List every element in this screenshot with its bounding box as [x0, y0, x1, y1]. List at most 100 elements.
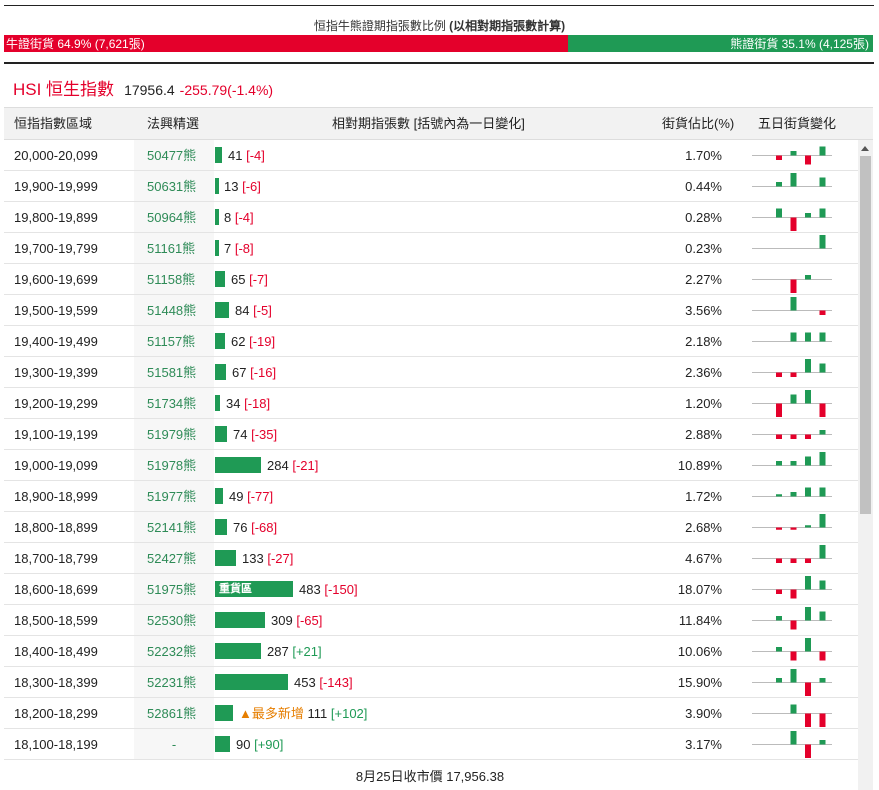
pick-link: - [171, 737, 177, 752]
table-row: 19,200-19,299 51734熊 34 [-18] 1.20% [4, 388, 858, 419]
five-day-change-chart [752, 359, 832, 377]
table-row: 18,100-18,199 - 90 [+90] 3.17% [4, 729, 858, 760]
contracts-count: 7 [224, 241, 232, 256]
bear-segment: 熊證街貨 35.1% (4,125張) [567, 35, 873, 52]
table-row: 18,500-18,599 52530熊 309 [-65] 11.84% [4, 605, 858, 636]
pick-cell: 51158熊 [134, 264, 214, 294]
pick-link[interactable]: 51581熊 [147, 365, 197, 380]
scrollbar-thumb[interactable] [860, 156, 871, 514]
sparkline-bar [790, 589, 797, 599]
contracts-cell: 74 [-35] [215, 419, 655, 449]
sparkline-bar [819, 545, 826, 559]
contracts-change: [-68] [251, 520, 278, 535]
contracts-change: [-21] [292, 458, 319, 473]
table-header: 恒指指數區域 法興精選 相對期指張數 [括號內為一日變化] 街貨佔比(%) 五日… [4, 107, 873, 140]
contracts-bar [215, 519, 227, 535]
sparkline-bar [790, 558, 797, 563]
contracts-change: [-19] [249, 334, 276, 349]
sparkline-bar [819, 651, 826, 661]
closing-price: 8月25日收市價 17,956.38 [355, 769, 505, 784]
pick-link[interactable]: 51979熊 [147, 427, 197, 442]
pick-cell: 51979熊 [134, 419, 214, 449]
pick-link[interactable]: 52530熊 [147, 613, 197, 628]
sparkline-bar [776, 616, 782, 621]
index-quote: HSI 恒生指數 17956.4 -255.79(-1.4%) [13, 75, 273, 100]
pick-link[interactable]: 50477熊 [147, 148, 197, 163]
sparkline-bar [805, 275, 811, 280]
range-cell: 18,300-18,399 [14, 675, 98, 690]
range-cell: 18,200-18,299 [14, 706, 98, 721]
pick-link[interactable]: 51977熊 [147, 489, 197, 504]
pick-link[interactable]: 52427熊 [147, 551, 197, 566]
contracts-cell: 34 [-18] [215, 388, 655, 418]
sparkline-bar [790, 527, 797, 530]
sparkline-bar [819, 430, 826, 435]
share-pct-cell: 4.67% [685, 551, 722, 566]
contracts-bar [215, 488, 223, 504]
share-pct-cell: 3.90% [685, 706, 722, 721]
contracts-bar [215, 333, 225, 349]
pick-link[interactable]: 51975熊 [147, 582, 197, 597]
sparkline-bar [819, 611, 826, 621]
contracts-change: [-4] [234, 210, 254, 225]
pick-cell: 51157熊 [134, 326, 214, 356]
pick-link[interactable]: 52861熊 [147, 706, 197, 721]
range-cell: 18,400-18,499 [14, 644, 98, 659]
pick-link[interactable]: 51734熊 [147, 396, 197, 411]
contracts-change: [-77] [247, 489, 274, 504]
pick-cell: 50477熊 [134, 140, 214, 170]
range-cell: 19,400-19,499 [14, 334, 98, 349]
pick-cell: 52530熊 [134, 605, 214, 635]
contracts-cell: 84 [-5] [215, 295, 655, 325]
five-day-change-chart [752, 275, 832, 293]
pick-link[interactable]: 51158熊 [147, 272, 196, 287]
pick-link[interactable]: 52232熊 [147, 644, 197, 659]
sparkline-bar [805, 607, 811, 621]
contracts-bar [215, 550, 236, 566]
sparkline-bar [805, 558, 811, 563]
contracts-cell: 41 [-4] [215, 140, 655, 170]
table-row: 18,800-18,899 52141熊 76 [-68] 2.68% [4, 512, 858, 543]
scroll-up-arrow-icon[interactable] [861, 146, 869, 151]
index-value: 17956.4 [124, 82, 175, 98]
five-day-change-chart [752, 173, 832, 187]
contracts-bar [215, 271, 225, 287]
contracts-count: 65 [231, 272, 246, 287]
contracts-text: 8 [-4] [224, 202, 254, 233]
pick-link[interactable]: 50631熊 [147, 179, 197, 194]
range-cell: 19,600-19,699 [14, 272, 98, 287]
pick-link[interactable]: 51448熊 [147, 303, 197, 318]
scrollbar[interactable] [858, 140, 873, 790]
sparkline-bar [819, 452, 826, 466]
contracts-bar [215, 426, 227, 442]
contracts-count: 111 [307, 706, 328, 721]
range-cell: 19,800-19,899 [14, 210, 98, 225]
table-row: 18,900-18,999 51977熊 49 [-77] 1.72% [4, 481, 858, 512]
pick-link[interactable]: 51978熊 [147, 458, 197, 473]
contracts-count: 49 [229, 489, 244, 504]
contracts-change: [+90] [254, 737, 284, 752]
sparkline-bar [805, 155, 811, 165]
contracts-change: [-27] [267, 551, 294, 566]
share-pct-cell: 2.68% [685, 520, 722, 535]
contracts-cell: 90 [+90] [215, 729, 655, 759]
contracts-count: 13 [224, 179, 239, 194]
table-row: 18,200-18,299 52861熊 ▲最多新增 111 [+102] 3.90% [4, 698, 858, 729]
pick-cell: 50631熊 [134, 171, 214, 201]
pick-cell: 52427熊 [134, 543, 214, 573]
table-row: 18,400-18,499 52232熊 287 [+21] 10.06% [4, 636, 858, 667]
pick-link[interactable]: 52231熊 [147, 675, 197, 690]
pick-link[interactable]: 50964熊 [147, 210, 197, 225]
pick-link[interactable]: 52141熊 [147, 520, 197, 535]
contracts-count: 90 [236, 737, 251, 752]
contracts-bar [215, 612, 265, 628]
contracts-cell: 67 [-16] [215, 357, 655, 387]
pick-link[interactable]: 51161熊 [147, 241, 196, 256]
table-row: 19,900-19,999 50631熊 13 [-6] 0.44% [4, 171, 858, 202]
header-pct: 街貨佔比(%) [662, 116, 735, 131]
sparkline-bar [776, 678, 782, 683]
contracts-change: [-5] [253, 303, 272, 318]
pick-link[interactable]: 51157熊 [147, 334, 196, 349]
sparkline-bar [776, 372, 782, 377]
contracts-count: 74 [233, 427, 248, 442]
